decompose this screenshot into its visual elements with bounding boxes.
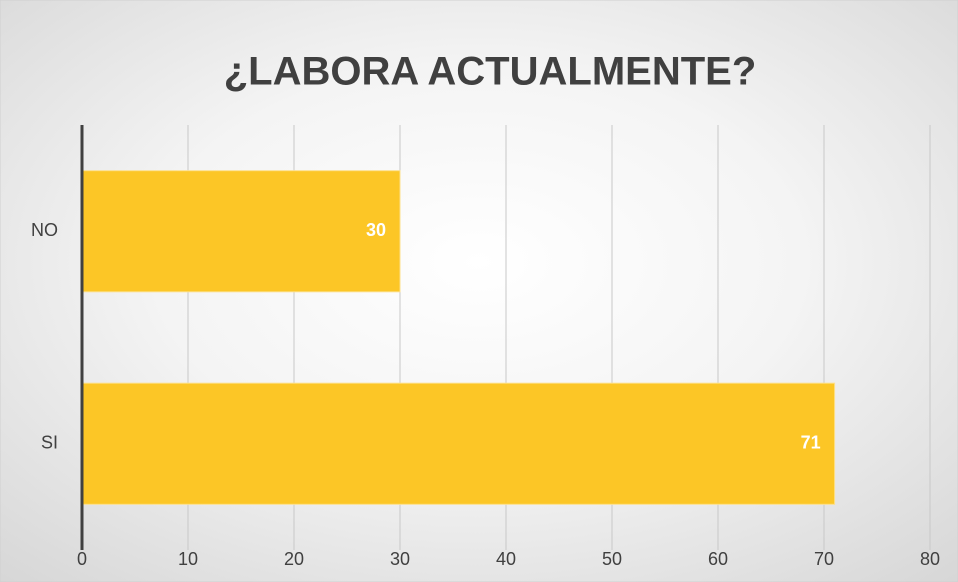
bar [81, 170, 401, 293]
x-tick-label: 70 [814, 549, 834, 569]
data-label: 30 [366, 220, 386, 240]
bar [81, 382, 836, 505]
x-tick-label: 0 [77, 549, 87, 569]
x-tick-label: 60 [708, 549, 728, 569]
x-tick-label: 30 [390, 549, 410, 569]
x-tick-label: 20 [284, 549, 304, 569]
x-tick-label: 10 [178, 549, 198, 569]
y-tick-label: NO [31, 220, 58, 240]
x-tick-label: 40 [496, 549, 516, 569]
chart-title: ¿LABORA ACTUALMENTE? [224, 50, 757, 94]
x-tick-label: 50 [602, 549, 622, 569]
y-tick-label: SI [41, 433, 58, 453]
x-tick-label: 80 [920, 549, 940, 569]
data-label: 71 [801, 433, 821, 453]
